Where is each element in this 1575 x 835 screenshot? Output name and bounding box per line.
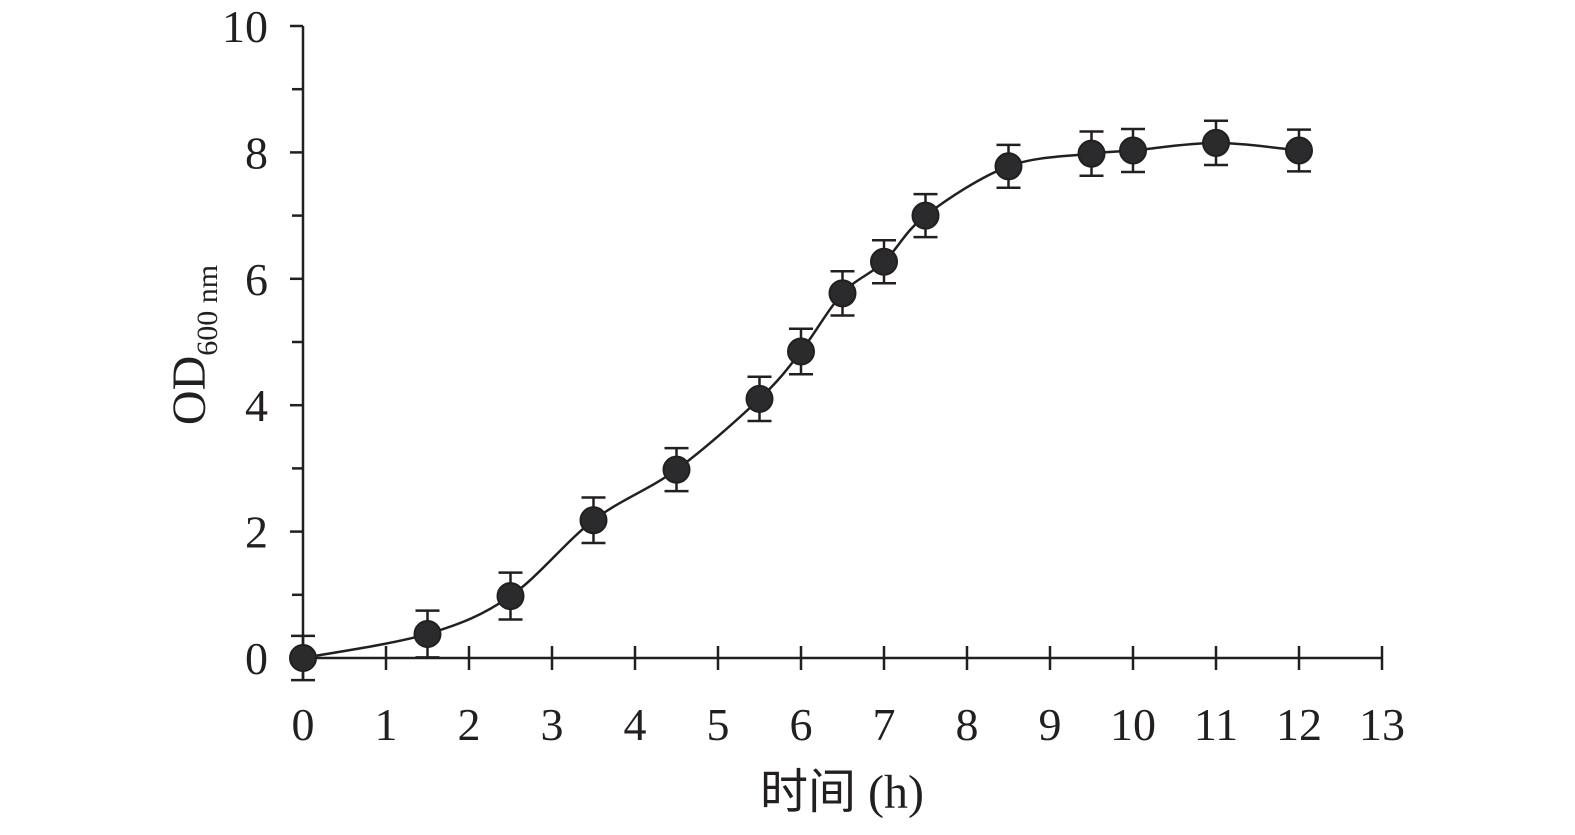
x-tick-label: 10 [1110, 699, 1156, 750]
x-tick-label: 3 [541, 699, 564, 750]
point [662, 455, 691, 484]
point [289, 644, 317, 672]
point [994, 152, 1023, 181]
x-tick-label: 11 [1194, 699, 1238, 750]
point [1285, 136, 1313, 165]
x-tick-label: 0 [292, 699, 315, 750]
x-tick-label: 7 [873, 699, 896, 750]
y-axis-label: OD600 nm [163, 265, 224, 425]
x-tick-label: 8 [956, 699, 979, 750]
x-axis-label: 时间 (h) [760, 766, 924, 819]
y-tick-label: 10 [222, 1, 268, 52]
x-tick-label: 1 [375, 699, 398, 750]
y-tick-label: 0 [245, 633, 268, 684]
y-axis-label-sub: 600 nm [191, 265, 224, 356]
line [302, 141, 1300, 660]
point [413, 619, 442, 648]
x-tick-label: 13 [1359, 699, 1405, 750]
y-tick-label: 8 [245, 127, 268, 178]
point [787, 337, 815, 366]
x-tick-label: 6 [790, 699, 813, 750]
x-tick-label: 12 [1276, 699, 1322, 750]
point [1077, 139, 1106, 168]
x-tick-label: 5 [707, 699, 730, 750]
y-axis-label-main: OD [163, 356, 216, 425]
point [496, 582, 525, 611]
point [870, 247, 898, 276]
x-tick-label: 4 [624, 699, 647, 750]
point [579, 506, 608, 535]
y-tick-label: 4 [245, 380, 268, 431]
point [911, 201, 940, 230]
point [1119, 136, 1147, 165]
y-tick-label: 6 [245, 254, 268, 305]
point [745, 384, 774, 413]
x-tick-label: 2 [458, 699, 481, 750]
point [828, 279, 857, 308]
point [1202, 128, 1230, 157]
x-tick-label: 9 [1039, 699, 1062, 750]
y-tick-label: 2 [245, 507, 268, 558]
